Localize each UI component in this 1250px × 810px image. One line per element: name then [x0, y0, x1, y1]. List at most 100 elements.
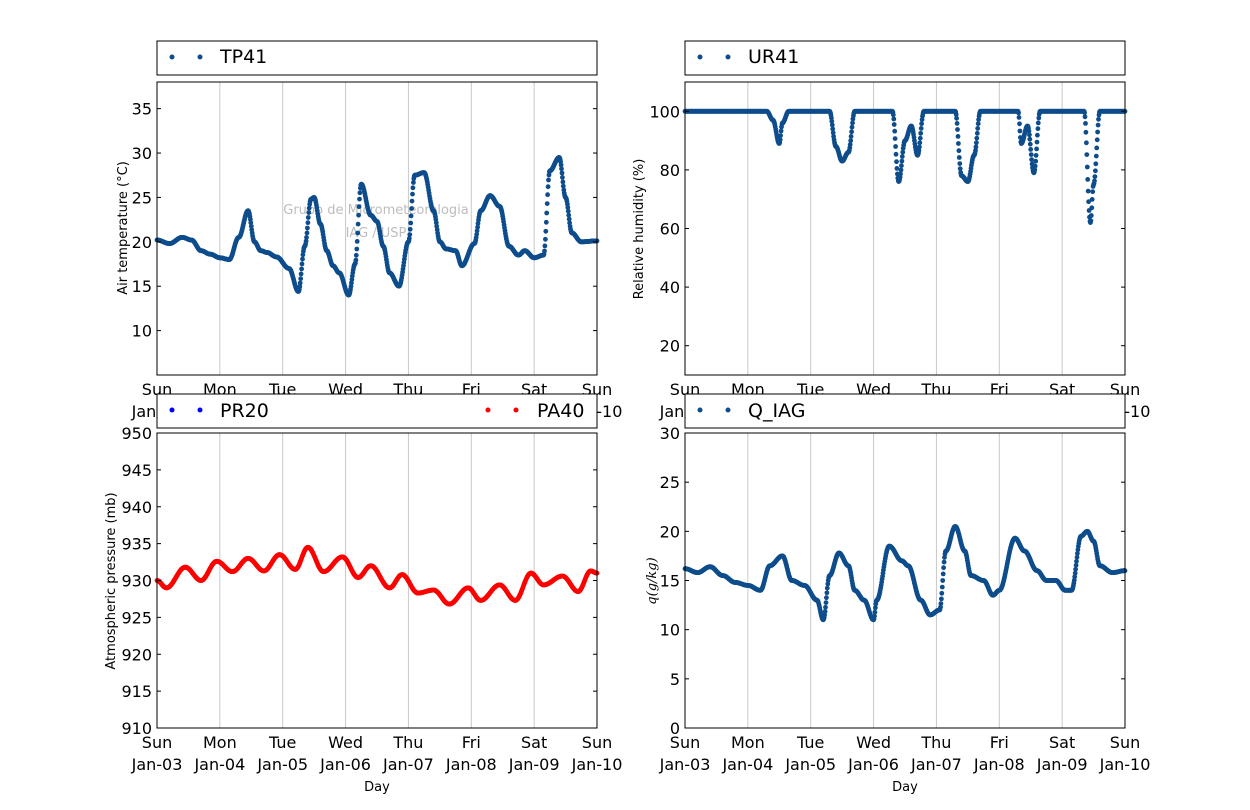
legend-label-q-iag: Q_IAG — [748, 400, 805, 422]
data-point — [303, 238, 309, 244]
data-point — [1035, 126, 1041, 132]
data-point — [475, 224, 480, 230]
data-point — [560, 175, 565, 180]
data-point — [1095, 129, 1100, 135]
data-point — [248, 220, 254, 226]
data-point — [973, 148, 978, 153]
humidity-y-axis-label: Relative humidity (%) — [632, 159, 647, 300]
x-tick-date-label: Jan-08 — [445, 755, 497, 774]
temperature-plot-frame — [156, 81, 598, 376]
data-point — [919, 117, 925, 122]
data-point — [543, 228, 549, 234]
x-tick-label: Thu — [392, 733, 423, 752]
data-point — [1028, 147, 1034, 152]
x-tick-date-label: Jan-07 — [910, 755, 962, 774]
data-point — [900, 149, 906, 155]
pressure-x-axis-label: Day — [364, 780, 390, 795]
y-tick-label: 935 — [121, 535, 152, 554]
x-tick-label: Tue — [796, 733, 824, 752]
data-point — [898, 171, 903, 177]
legend-label-pr20: PR20 — [220, 400, 269, 422]
data-point — [1032, 163, 1038, 169]
data-point — [850, 120, 855, 126]
x-tick-date-label: Jan-10 — [571, 755, 623, 774]
data-point — [544, 201, 550, 207]
data-point — [1089, 197, 1095, 202]
y-tick-label: 910 — [121, 719, 152, 738]
data-point — [824, 590, 830, 596]
data-point — [938, 604, 943, 610]
temperature-y-ticks: 10 15 20 25 30 35 — [132, 100, 597, 341]
data-point — [872, 613, 877, 619]
data-point — [356, 212, 361, 218]
data-point — [942, 555, 947, 560]
data-point — [545, 192, 550, 198]
data-point — [297, 284, 303, 289]
data-point — [1036, 115, 1042, 121]
data-point — [830, 130, 836, 136]
y-tick-label: 20 — [660, 337, 680, 356]
data-point — [406, 236, 412, 241]
data-point — [823, 604, 828, 610]
x-tick-date-label: Jan-03 — [659, 755, 711, 774]
temperature-panel: TP41 Grupo de Micrometeorologia IAG / US… — [116, 40, 622, 421]
x-tick-label: Thu — [920, 733, 951, 752]
data-point — [433, 220, 439, 226]
y-tick-label: 80 — [660, 161, 680, 180]
data-point — [409, 206, 414, 211]
data-point — [1033, 153, 1039, 158]
data-point — [894, 159, 899, 165]
data-point — [409, 198, 415, 204]
data-point — [849, 124, 855, 130]
data-point — [917, 135, 923, 141]
specific-humidity-x-axis-label: Day — [892, 780, 918, 795]
legend-marker-ur41 — [697, 54, 703, 60]
data-point — [542, 243, 548, 249]
humidity-gridlines — [747, 82, 1063, 375]
x-tick-date-label: Jan-06 — [319, 755, 371, 774]
x-tick-date-label: Jan-05 — [256, 755, 308, 774]
data-point — [298, 271, 304, 277]
data-point — [411, 180, 416, 185]
data-point — [1027, 136, 1033, 142]
x-tick-date-label: Jan-05 — [784, 755, 836, 774]
data-point — [300, 256, 305, 262]
data-point — [1089, 205, 1095, 211]
data-point — [1093, 153, 1099, 159]
data-point — [542, 248, 547, 254]
data-point — [546, 177, 551, 183]
y-tick-label: 920 — [121, 645, 152, 664]
x-tick-date-label: Jan-03 — [131, 755, 183, 774]
y-tick-label: 30 — [660, 424, 680, 443]
y-tick-label: 950 — [121, 424, 152, 443]
data-point — [1026, 128, 1032, 134]
data-point — [1017, 128, 1023, 134]
data-point — [1085, 177, 1091, 182]
y-tick-label: 20 — [660, 522, 680, 541]
data-point — [558, 162, 564, 168]
data-point — [957, 166, 963, 172]
legend-label-tp41: TP41 — [219, 46, 267, 68]
data-point — [974, 135, 980, 141]
data-point — [565, 205, 571, 210]
data-point — [475, 221, 481, 226]
data-point — [955, 134, 961, 139]
humidity-legend-box — [684, 40, 1126, 76]
humidity-points — [682, 108, 1128, 226]
data-point — [823, 600, 829, 605]
specific-humidity-gridlines — [747, 433, 1063, 728]
temperature-gridlines — [219, 82, 535, 375]
pressure-points — [154, 544, 600, 607]
data-point — [917, 144, 922, 150]
data-point — [560, 179, 566, 185]
specific-humidity-points — [682, 524, 1128, 623]
data-point — [829, 118, 835, 124]
data-point — [847, 142, 853, 148]
data-point — [298, 276, 304, 282]
data-point — [975, 125, 981, 131]
data-point — [1085, 188, 1091, 194]
data-point — [825, 581, 831, 587]
data-point — [1084, 140, 1089, 146]
data-point — [474, 231, 480, 237]
